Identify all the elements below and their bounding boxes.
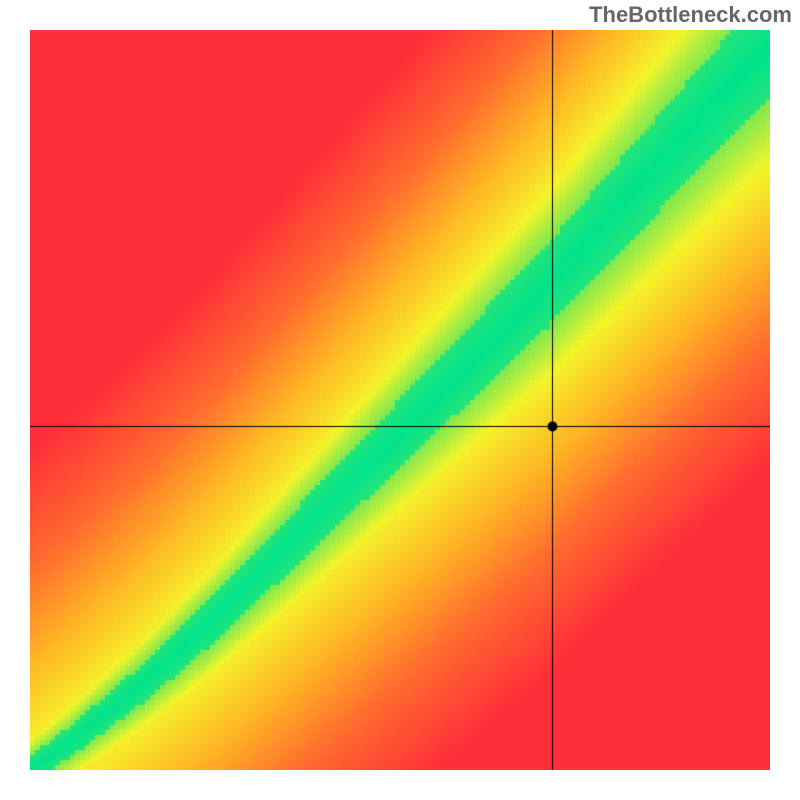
watermark-text: TheBottleneck.com — [589, 2, 792, 28]
heatmap-canvas — [30, 30, 770, 770]
chart-container: TheBottleneck.com — [0, 0, 800, 800]
